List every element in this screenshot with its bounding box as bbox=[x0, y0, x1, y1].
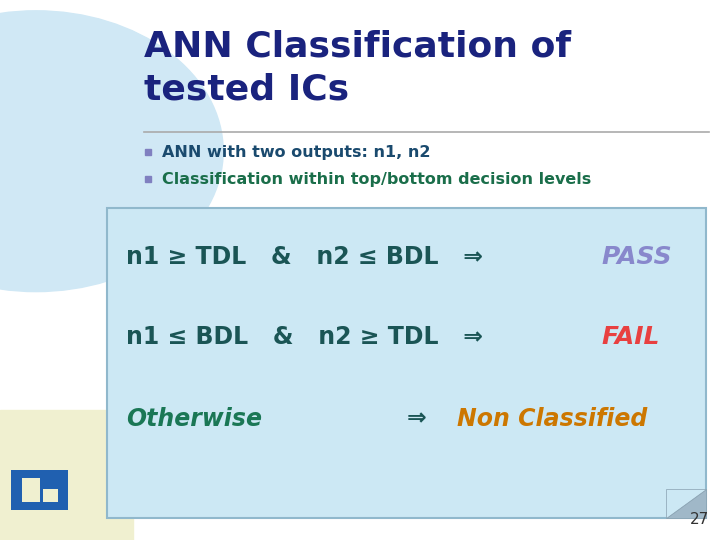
Bar bbox=[0, 410, 133, 540]
Polygon shape bbox=[666, 489, 706, 518]
Text: PASS: PASS bbox=[601, 245, 672, 268]
FancyBboxPatch shape bbox=[107, 208, 706, 518]
Text: ANN Classification of: ANN Classification of bbox=[144, 30, 571, 64]
Text: n1 ≥ TDL   &   n2 ≤ BDL   ⇒: n1 ≥ TDL & n2 ≤ BDL ⇒ bbox=[126, 245, 483, 268]
Text: Classification within top/bottom decision levels: Classification within top/bottom decisio… bbox=[162, 172, 591, 187]
Bar bbox=[11, 470, 68, 510]
Text: Non Classified: Non Classified bbox=[457, 407, 647, 430]
Text: FAIL: FAIL bbox=[601, 326, 660, 349]
Text: ANN with two outputs: n1, n2: ANN with two outputs: n1, n2 bbox=[162, 145, 431, 160]
Circle shape bbox=[0, 11, 223, 292]
Text: 27: 27 bbox=[690, 511, 709, 526]
Text: Otherwise: Otherwise bbox=[126, 407, 262, 430]
Bar bbox=[43, 489, 58, 502]
Bar bbox=[22, 478, 40, 502]
Text: tested ICs: tested ICs bbox=[144, 73, 349, 107]
Polygon shape bbox=[666, 489, 706, 518]
Text: n1 ≤ BDL   &   n2 ≥ TDL   ⇒: n1 ≤ BDL & n2 ≥ TDL ⇒ bbox=[126, 326, 483, 349]
Text: ⇒: ⇒ bbox=[407, 407, 426, 430]
